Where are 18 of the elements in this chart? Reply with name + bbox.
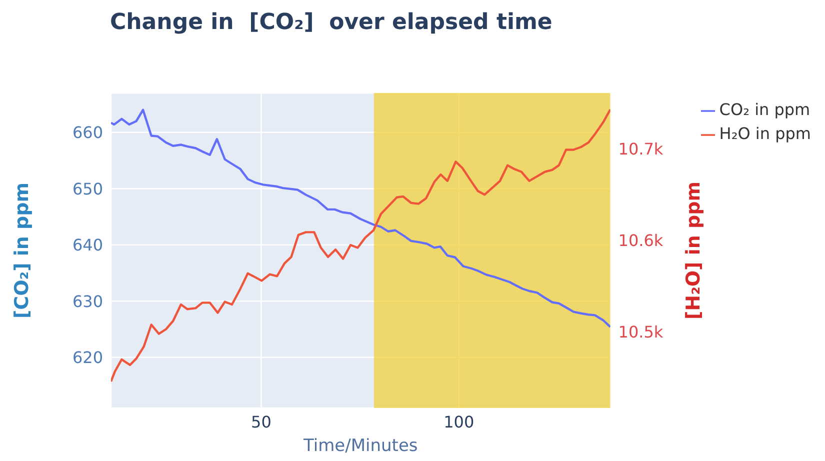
chart-title: Change in [CO₂] over elapsed time	[110, 10, 552, 35]
line-series	[111, 108, 610, 328]
y2-axis-title: [H₂O] in ppm	[682, 181, 704, 320]
y-tick-label: 630	[72, 292, 103, 311]
y2-tick-label: 10.7k	[618, 140, 664, 159]
y-tick-label: 640	[72, 236, 103, 255]
line-series	[111, 108, 610, 383]
x-tick-label: 100	[444, 412, 474, 432]
y2-tick-label: 10.6k	[618, 231, 664, 250]
y2-tick-label: 10.5k	[618, 322, 664, 342]
legend-label: CO₂ in ppm	[719, 100, 810, 119]
y-tick-label: 620	[72, 348, 103, 368]
x-axis-title: Time/Minutes	[302, 436, 418, 456]
y-tick-label: 660	[72, 123, 103, 142]
legend-label: H₂O in ppm	[719, 124, 811, 143]
y-tick-label: 650	[72, 179, 103, 198]
x-tick-label: 50	[251, 412, 272, 432]
y-axis-title: [CO₂] in ppm	[11, 182, 33, 319]
